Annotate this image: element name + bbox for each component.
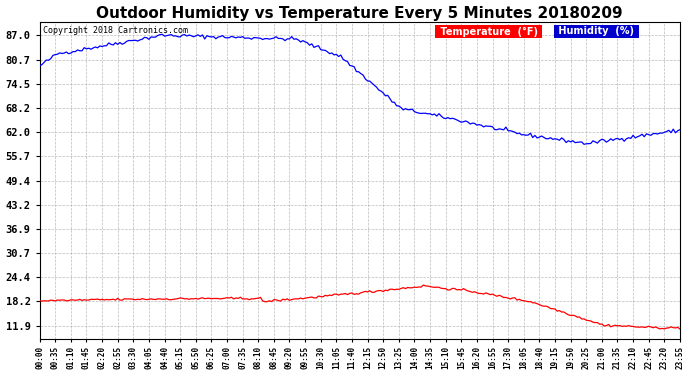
Text: Humidity  (%): Humidity (%)	[555, 27, 638, 36]
Text: Copyright 2018 Cartronics.com: Copyright 2018 Cartronics.com	[43, 27, 188, 36]
Title: Outdoor Humidity vs Temperature Every 5 Minutes 20180209: Outdoor Humidity vs Temperature Every 5 …	[97, 6, 623, 21]
Text: Temperature  (°F): Temperature (°F)	[437, 27, 541, 36]
